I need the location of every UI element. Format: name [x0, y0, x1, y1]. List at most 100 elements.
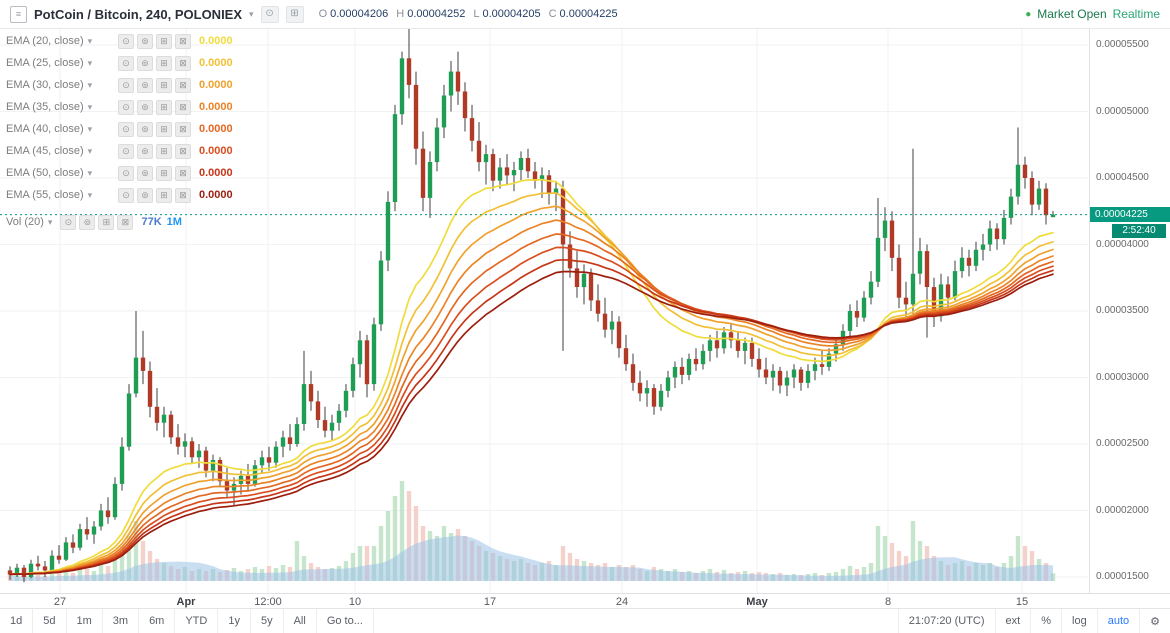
delete-icon[interactable]: ⊠: [175, 77, 191, 93]
add-icon[interactable]: ⊞: [156, 187, 172, 203]
price-axis[interactable]: 0.00004225 2:52:40 0.00005500 0.00005000 0…: [1089, 28, 1170, 593]
volume-value: 77K: [141, 216, 162, 228]
chevron-down-icon[interactable]: ▾: [87, 57, 93, 68]
properties-icon[interactable]: ⊚: [79, 214, 96, 230]
delete-icon[interactable]: ⊠: [117, 214, 134, 230]
gear-icon[interactable]: ⚙: [1139, 609, 1170, 633]
eye-icon[interactable]: ⊙: [118, 121, 134, 137]
add-icon[interactable]: ⊞: [156, 33, 172, 49]
indicator-label[interactable]: EMA (20, close) ▾: [6, 35, 93, 47]
price-axis-label: 0.00002000: [1096, 504, 1149, 516]
range-button-5d[interactable]: 5d: [33, 609, 67, 633]
indicator-label[interactable]: EMA (25, close) ▾: [6, 57, 93, 69]
chevron-down-icon[interactable]: ▾: [87, 35, 93, 46]
indicator-label[interactable]: EMA (55, close) ▾: [6, 189, 93, 201]
delete-icon[interactable]: ⊠: [175, 55, 191, 71]
range-button-1m[interactable]: 1m: [67, 609, 103, 633]
eye-icon[interactable]: ⊙: [118, 187, 134, 203]
eye-icon[interactable]: ⊙: [118, 55, 134, 71]
time-axis[interactable]: 27 Apr 12:00 10 17 24 May 8 15: [0, 593, 1170, 609]
legend-row-ema: EMA (40, close) ▾ ⊙ ⊚ ⊞ ⊠ 0.0000: [6, 118, 233, 140]
properties-icon[interactable]: ⊚: [137, 33, 153, 49]
indicator-value: 0.0000: [199, 123, 233, 135]
chevron-down-icon[interactable]: ▾: [249, 8, 254, 19]
symbol-title[interactable]: PotCoin / Bitcoin, 240, POLONIEX: [34, 6, 243, 22]
volume-ma-value: 1M: [166, 216, 182, 228]
close-label: C: [548, 8, 557, 20]
properties-icon[interactable]: ⊚: [137, 99, 153, 115]
range-button-3m[interactable]: 3m: [103, 609, 140, 633]
eye-icon[interactable]: ⊙: [60, 214, 77, 230]
indicator-value: 0.0000: [199, 145, 233, 157]
chevron-down-icon[interactable]: ▾: [47, 216, 53, 227]
indicator-label[interactable]: EMA (40, close) ▾: [6, 123, 93, 135]
range-button-all[interactable]: All: [284, 609, 317, 633]
bar-countdown-badge: 2:52:40: [1112, 223, 1166, 238]
candles-layer: [7, 29, 1056, 583]
add-icon[interactable]: ⊞: [156, 77, 172, 93]
auto-scale-button[interactable]: auto: [1096, 609, 1139, 633]
indicator-label[interactable]: EMA (30, close) ▾: [6, 79, 93, 91]
menu-icon[interactable]: ≡: [10, 5, 27, 23]
time-axis-label: 24: [615, 596, 629, 608]
properties-icon[interactable]: ⊚: [137, 55, 153, 71]
range-button-5y[interactable]: 5y: [251, 609, 284, 633]
delete-icon[interactable]: ⊠: [175, 187, 191, 203]
extended-hours-button[interactable]: ext: [994, 609, 1031, 633]
chevron-down-icon[interactable]: ▾: [87, 167, 93, 178]
delete-icon[interactable]: ⊠: [175, 99, 191, 115]
close-value: 0.00004225: [559, 8, 618, 20]
eye-icon[interactable]: ⊙: [118, 33, 134, 49]
goto-button[interactable]: Go to...: [317, 609, 374, 633]
indicator-value: 0.0000: [199, 35, 233, 47]
range-button-6m[interactable]: 6m: [139, 609, 176, 633]
indicator-label[interactable]: EMA (45, close) ▾: [6, 145, 93, 157]
log-scale-button[interactable]: log: [1061, 609, 1097, 633]
chevron-down-icon[interactable]: ▾: [87, 123, 93, 134]
chevron-down-icon[interactable]: ▾: [87, 189, 93, 200]
indicator-label[interactable]: EMA (35, close) ▾: [6, 101, 93, 113]
add-icon[interactable]: ⊞: [98, 214, 115, 230]
realtime-label[interactable]: Realtime: [1112, 7, 1160, 21]
properties-icon[interactable]: ⊚: [137, 77, 153, 93]
add-indicator-icon[interactable]: ⊞: [285, 5, 304, 23]
legend-row-ema: EMA (50, close) ▾ ⊙ ⊚ ⊞ ⊠ 0.0000: [6, 162, 233, 184]
clock-utc-button[interactable]: 21:07:20 (UTC): [897, 609, 995, 633]
add-icon[interactable]: ⊞: [156, 121, 172, 137]
indicator-value: 0.0000: [199, 189, 233, 201]
add-icon[interactable]: ⊞: [156, 55, 172, 71]
range-button-1y[interactable]: 1y: [218, 609, 251, 633]
eye-icon[interactable]: ⊙: [118, 165, 134, 181]
indicator-label[interactable]: EMA (50, close) ▾: [6, 167, 93, 179]
add-icon[interactable]: ⊞: [156, 99, 172, 115]
indicator-value: 0.0000: [199, 167, 233, 179]
properties-icon[interactable]: ⊚: [137, 121, 153, 137]
chevron-down-icon[interactable]: ▾: [87, 79, 93, 90]
delete-icon[interactable]: ⊠: [175, 33, 191, 49]
chart-canvas[interactable]: [0, 0, 1088, 593]
percent-scale-button[interactable]: %: [1030, 609, 1061, 633]
indicator-value: 0.0000: [199, 57, 233, 69]
price-axis-label: 0.00004500: [1096, 172, 1149, 183]
delete-icon[interactable]: ⊠: [175, 165, 191, 181]
indicator-label[interactable]: Vol (20) ▾: [6, 216, 53, 228]
delete-icon[interactable]: ⊠: [175, 143, 191, 159]
properties-icon[interactable]: ⊚: [137, 143, 153, 159]
eye-icon[interactable]: ⊙: [118, 143, 134, 159]
add-icon[interactable]: ⊞: [156, 143, 172, 159]
price-axis-label: 0.00003000: [1096, 371, 1149, 383]
delete-icon[interactable]: ⊠: [175, 121, 191, 137]
chevron-down-icon[interactable]: ▾: [87, 101, 93, 112]
add-icon[interactable]: ⊞: [156, 165, 172, 181]
range-button-ytd[interactable]: YTD: [175, 609, 219, 633]
properties-icon[interactable]: ⊚: [137, 165, 153, 181]
eye-icon[interactable]: ⊙: [118, 99, 134, 115]
time-axis-label: May: [746, 596, 768, 608]
ohlc-readout: O 0.00004206 H 0.00004252 L 0.00004205 C 0.0000…: [319, 8, 626, 20]
eye-icon[interactable]: ⊙: [118, 77, 134, 93]
range-button-1d[interactable]: 1d: [0, 609, 34, 633]
properties-icon[interactable]: ⊚: [137, 187, 153, 203]
chevron-down-icon[interactable]: ▾: [87, 145, 93, 156]
eye-icon[interactable]: ⊙: [260, 5, 279, 23]
